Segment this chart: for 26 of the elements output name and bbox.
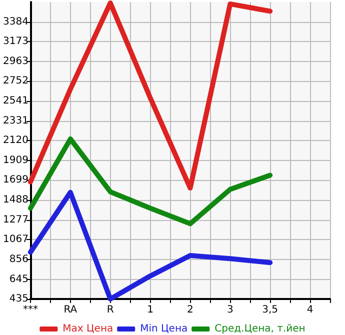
legend-label: Min Цена <box>140 324 188 334</box>
y-tick-label: 1067 <box>2 234 28 246</box>
x-tick-label: 3,5 <box>262 304 278 316</box>
y-tick-label: 1909 <box>2 154 28 166</box>
y-tick-label: 2120 <box>2 135 28 146</box>
y-tick-label: 1488 <box>2 194 28 206</box>
x-tick-label: 4 <box>306 304 314 316</box>
x-tick-label: RA <box>64 304 78 316</box>
y-tick-label: 2541 <box>2 96 28 107</box>
y-tick-label: 435 <box>9 294 28 304</box>
legend-label: Сред.Цена, т.йен <box>214 324 306 334</box>
x-tick-label: R <box>106 304 114 316</box>
y-tick-label: 3173 <box>2 36 28 48</box>
y-tick-label: 1277 <box>2 214 28 226</box>
x-tick-label: 1 <box>147 304 154 316</box>
y-tick-label: 645 <box>9 274 28 285</box>
x-tick-label: 2 <box>187 304 194 316</box>
legend-label: Max Цена <box>62 324 114 334</box>
y-tick-label: 856 <box>9 254 28 265</box>
x-tick-label: 3 <box>226 304 234 316</box>
x-tick-label: *** <box>22 304 38 316</box>
y-tick-label: 1699 <box>2 174 28 186</box>
y-tick-label: 2752 <box>2 76 28 87</box>
y-tick-label: 2331 <box>2 115 28 126</box>
y-tick-label: 2963 <box>2 56 28 67</box>
y-tick-label: 3384 <box>2 16 28 28</box>
